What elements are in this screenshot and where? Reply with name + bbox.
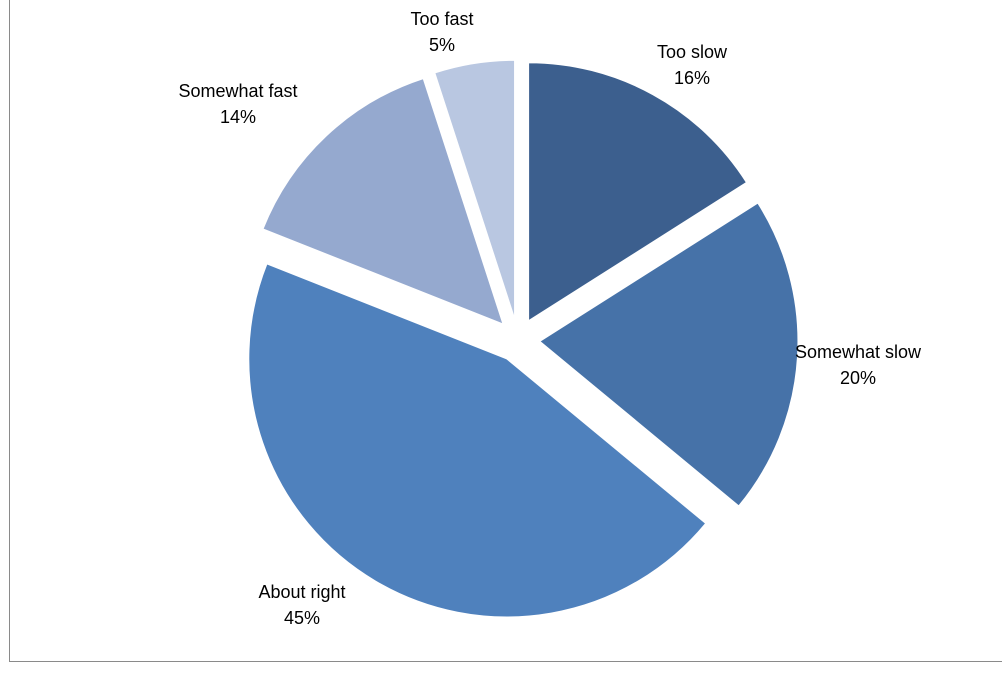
- slice-value-somewhat-slow: 20%: [840, 368, 876, 388]
- slice-label-too-slow: Too slow: [657, 42, 728, 62]
- pie-slice-too-slow: [528, 62, 748, 322]
- slice-value-too-slow: 16%: [674, 68, 710, 88]
- pie-slice-somewhat-fast: [262, 77, 504, 325]
- pie-slice-about-right: [248, 263, 707, 618]
- slice-label-too-fast: Too fast: [410, 9, 473, 29]
- slice-value-somewhat-fast: 14%: [220, 107, 256, 127]
- slice-label-somewhat-slow: Somewhat slow: [795, 342, 922, 362]
- pie-slice-too-fast: [434, 59, 516, 319]
- slice-label-somewhat-fast: Somewhat fast: [178, 81, 297, 101]
- slice-value-about-right: 45%: [284, 608, 320, 628]
- pie-slices: [248, 59, 799, 618]
- slice-value-too-fast: 5%: [429, 35, 455, 55]
- pie-slice-somewhat-slow: [539, 202, 799, 507]
- pie-labels: Too slow 16% Somewhat slow 20% About right 45…: [178, 9, 922, 628]
- slice-label-about-right: About right: [258, 582, 345, 602]
